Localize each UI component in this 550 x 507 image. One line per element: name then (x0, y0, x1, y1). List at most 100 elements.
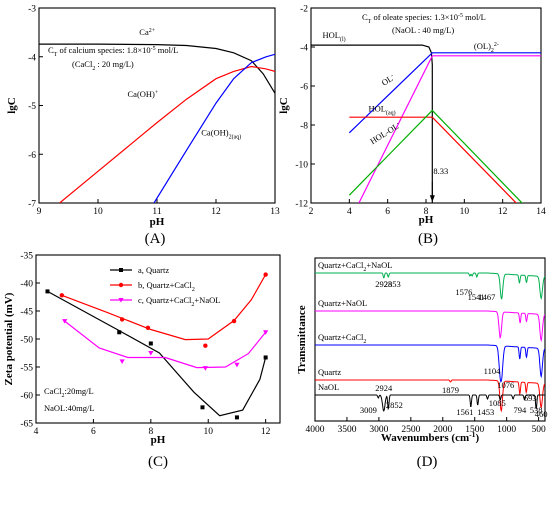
panel-c-series-0-line (47, 290, 267, 417)
panel-d-spectrum-1 (315, 310, 545, 343)
panel-d-series-name: Quartz+CaCl2 (318, 332, 366, 345)
panel-d-peak-label: 2924 (375, 383, 393, 393)
panel-c-y-tick-label: -50 (20, 336, 33, 346)
panel-c-x-axis-label: pH (151, 434, 166, 446)
panel-a-annotation: CT of calcium species: 1.8×10-5 mol/L (48, 45, 178, 58)
panel-b-series-label: (OL)22- (474, 41, 499, 54)
panel-d-x-tick-label: 2000 (433, 425, 452, 435)
panel-c-point (234, 362, 240, 368)
panel-d-spectrum-2 (315, 344, 545, 383)
panel-d-peak-label: 1879 (442, 385, 459, 395)
panel-c-point (200, 405, 205, 410)
panel-c-point (119, 359, 125, 364)
panel-d-x-tick-label: 3500 (337, 425, 356, 435)
panel-d-peak-label: 1561 (456, 407, 473, 417)
panel-a-x-tick-label: 13 (270, 207, 280, 217)
panel-c-series-1-line (61, 274, 267, 341)
panel-b-series-label: HOL(aq) (369, 103, 396, 116)
panel-d-peak-label: 1085 (489, 398, 506, 408)
panel-b-marker-label: 8.33 (433, 166, 448, 176)
panel-a-series-0-line (39, 43, 275, 94)
panel-b-series-label: OL- (380, 72, 397, 88)
panel-d-peak-label: 1541 (468, 292, 485, 302)
panel-a-series-label: Ca(OH)+ (128, 89, 159, 99)
panel-a-series-label: Ca(OH)2(aq) (201, 128, 241, 141)
panel-b-annotation: (NaOL : 40 mg/L) (392, 25, 454, 35)
panel-b-series-3-line (349, 116, 518, 203)
panel-c-axes: 4 6 8 10 12 -65 -60 -55 -50 -45 -40 -35 pH Zeta poten… (3, 252, 281, 470)
panel-b-y-tick-label: -8 (300, 122, 308, 132)
panel-b-x-tick-label: 10 (460, 207, 470, 217)
panel-a-series-label: Ca2+ (139, 27, 155, 37)
panel-d-series-name: Quartz+CaCl2+NaOL (318, 260, 392, 273)
panel-d-x-tick-label: 3000 (369, 425, 388, 435)
panel-a-series-1-line (59, 65, 275, 203)
panel-c-annotation: NaOL:40mg/L (44, 403, 95, 413)
panel-c-y-tick-label: -35 (20, 252, 33, 262)
panel-a-x-tick-label: 9 (37, 207, 42, 217)
panel-b-panel-label: (B) (418, 231, 438, 247)
panel-d-x-tick-label: 1500 (465, 425, 484, 435)
panel-d-x-tick-label: 500 (531, 425, 546, 435)
panel-c-point (231, 318, 237, 324)
panel-b-series-label: HOL(l) (323, 30, 346, 43)
panel-a-series-2-line (153, 53, 275, 203)
panel-d-x-tick-label: 4000 (306, 425, 325, 435)
panel-b-x-tick-label: 14 (536, 207, 546, 217)
panel-c-legend-marker (118, 298, 124, 303)
panel-d-peak-label: 2852 (386, 400, 403, 410)
panel-b-x-tick-label: 12 (498, 207, 508, 217)
panel-b-y-axis-label: lgC (278, 97, 290, 114)
panel-b-x-tick-label: 2 (309, 207, 314, 217)
panel-b-x-tick-label: 4 (347, 207, 352, 217)
panel-d-x-tick-label: 1000 (497, 425, 516, 435)
panel-a-y-tick-label: -7 (28, 200, 36, 210)
panel-b-annotation: CT of oleate species: 1.3×10-5 mol/L (362, 12, 486, 25)
panel-c-point (234, 415, 239, 420)
panel-d-peak-label: 460 (535, 409, 548, 419)
panel-c-y-tick-label: -55 (20, 364, 33, 374)
panel-c-legend-label: c, Quartz+CaCl2+NaOL (138, 295, 220, 308)
panel-d-spectrum-3 (315, 379, 545, 413)
panel-a-frame (38, 7, 276, 204)
panel-c-y-axis-label: Zeta potential (mV) (3, 292, 15, 385)
panel-a-x-tick-label: 12 (211, 207, 221, 217)
panel-c-y-tick-label: -60 (20, 392, 33, 402)
panel-d-peak-label: 1576 (455, 287, 472, 297)
panel-c-y-tick-label: -40 (20, 280, 33, 290)
panel-c-x-tick-label: 8 (148, 427, 153, 437)
panel-d-series-name: NaOL (318, 382, 339, 392)
panel-b-series-4-line (348, 109, 523, 203)
panel-c-y-tick-label: -65 (20, 420, 33, 430)
panel-c-legend-marker (119, 268, 123, 272)
panel-c-point (145, 325, 151, 330)
panel-a-axes: 9 10 11 12 13 -7 -6 -5 -4 -3 pH lgC (A) Ca2+ Ca(OH)+ Ca… (6, 5, 280, 248)
panel-b-x-axis-label: pH (419, 214, 434, 226)
panel-a-panel-label: (A) (145, 231, 166, 247)
panel-c-point (263, 272, 268, 277)
panel-c-x-tick-label: 10 (203, 427, 213, 437)
panel-c-panel-label: (C) (148, 454, 168, 470)
panel-d-peak-label: 2853 (384, 279, 401, 289)
panel-d-panel-label: (D) (417, 454, 438, 470)
panel-c-annotation: CaCl2:20mg/L (44, 386, 94, 399)
panel-c-point (45, 289, 50, 294)
panel-d-peak-label: 1467 (478, 292, 495, 302)
panel-b-y-tick-label: -10 (295, 161, 308, 171)
panel-a-y-axis-label: lgC (6, 97, 18, 114)
panel-a-y-tick-label: -6 (28, 151, 36, 161)
panel-d-x-axis-label: Wavenumbers (cm-1) (381, 430, 480, 445)
panel-c-legend-label: b, Quartz+CaCl2 (138, 280, 195, 293)
panel-d-peak-label: 794 (513, 405, 527, 415)
panel-c-point (202, 366, 208, 371)
panel-d-peak-label: 3009 (360, 405, 377, 415)
panel-c-point (59, 293, 65, 298)
panel-c-point (263, 330, 269, 335)
panel-c-y-tick-label: -45 (20, 308, 33, 318)
panel-d-series-name: Quartz+NaOL (318, 298, 367, 308)
panel-c-point (203, 343, 208, 348)
panel-c-point (62, 319, 68, 324)
panel-b-x-tick-label: 8 (424, 207, 429, 217)
panel-c-series-2-line (64, 320, 267, 369)
panel-d-spectrum-0 (315, 272, 545, 300)
